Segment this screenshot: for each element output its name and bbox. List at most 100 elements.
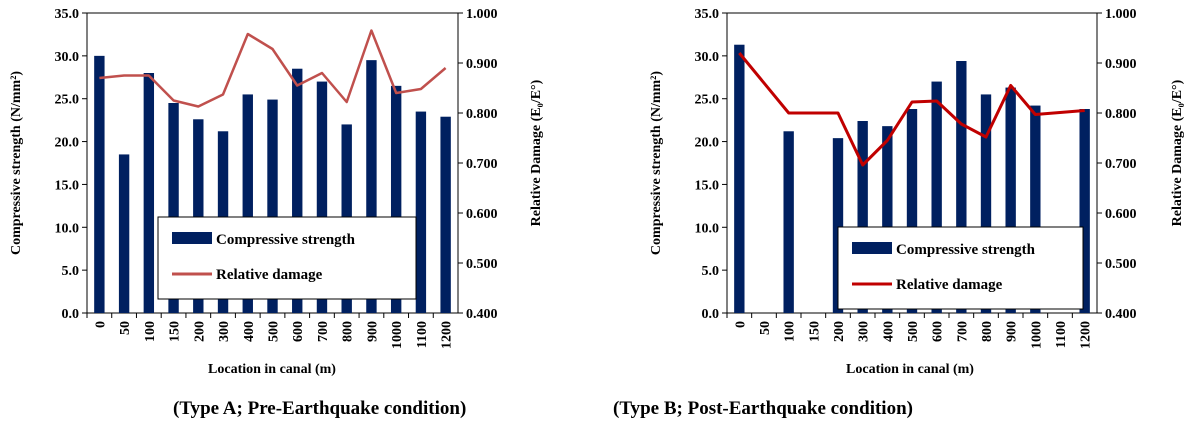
bar-compressive-strength [906, 109, 918, 313]
y2-axis-label: Relative Damage (E₀/E°) [529, 79, 544, 226]
y-tick-label: 0.0 [62, 307, 80, 322]
y2-tick-label: 0.400 [1105, 307, 1137, 322]
x-tick-label: 200 [832, 321, 847, 342]
x-tick-label: 400 [242, 321, 257, 342]
bar-compressive-strength [980, 94, 992, 313]
bar-compressive-strength [242, 94, 253, 313]
y2-tick-label: 0.500 [466, 257, 498, 272]
y2-tick-label: 0.600 [466, 207, 498, 222]
y2-tick-label: 0.700 [1105, 157, 1137, 172]
legend-label-relative-damage: Relative damage [896, 277, 1003, 293]
bar-compressive-strength [734, 44, 745, 313]
x-tick-label: 600 [291, 321, 306, 342]
bar-compressive-strength [956, 61, 967, 313]
x-tick-label: 1100 [1054, 321, 1069, 348]
x-tick-label: 1100 [415, 321, 430, 348]
y-tick-label: 20.0 [55, 136, 80, 151]
bar-compressive-strength [931, 81, 942, 313]
bar-compressive-strength [1030, 105, 1041, 313]
bar-compressive-strength [366, 60, 377, 314]
y2-tick-label: 1.000 [1105, 7, 1137, 22]
bar-compressive-strength [267, 99, 278, 313]
legend: Compressive strength Relative damage [157, 216, 417, 300]
y2-tick-label: 0.900 [1105, 57, 1137, 72]
x-tick-label: 50 [758, 321, 773, 335]
y-tick-label: 15.0 [55, 178, 80, 193]
x-tick-label: 0 [93, 321, 108, 328]
x-tick-label: 300 [217, 321, 232, 342]
y2-tick-label: 0.400 [466, 307, 498, 322]
bar-compressive-strength [193, 119, 204, 314]
bar-compressive-strength [143, 73, 155, 313]
bar-compressive-strength [292, 68, 303, 313]
y2-tick-label: 0.900 [466, 57, 498, 72]
x-axis-label: Location in canal (m) [208, 362, 336, 377]
y-tick-label: 10.0 [55, 221, 80, 236]
x-tick-label: 1000 [390, 321, 405, 349]
bar-compressive-strength [857, 121, 868, 313]
x-tick-label: 1200 [440, 321, 455, 349]
bar-compressive-strength [168, 103, 179, 313]
bar-compressive-strength [415, 111, 427, 313]
legend-swatch-bar [852, 242, 892, 254]
y-tick-label: 30.0 [55, 50, 80, 65]
x-tick-label: 200 [192, 321, 207, 342]
y-tick-label: 5.0 [62, 264, 80, 279]
x-tick-label: 500 [267, 321, 282, 342]
y-tick-label: 35.0 [55, 7, 80, 22]
x-tick-label: 600 [931, 321, 946, 342]
chart-caption: (Type B; Post-Earthquake condition) [613, 398, 913, 419]
y-tick-label: 30.0 [695, 50, 720, 65]
y-tick-label: 15.0 [695, 178, 720, 193]
legend-swatch-bar [172, 232, 212, 244]
legend-label-compressive-strength: Compressive strength [896, 242, 1036, 258]
chart-type-a: 0.0 5.0 10.0 15.0 20.0 25.0 30.0 35.0 0.400 0.500… [9, 7, 544, 419]
x-tick-label: 900 [365, 321, 380, 342]
bar-compressive-strength [832, 138, 844, 313]
bar-compressive-strength [1079, 109, 1090, 313]
legend-label-compressive-strength: Compressive strength [216, 232, 356, 248]
x-tick-label: 1000 [1029, 321, 1044, 349]
x-tick-label: 800 [341, 321, 356, 342]
x-tick-label: 800 [980, 321, 995, 342]
x-tick-label: 300 [857, 321, 872, 342]
y-tick-label: 0.0 [702, 307, 720, 322]
y2-axis-label: Relative Damage (E₀/E°) [1170, 79, 1185, 226]
y-tick-label: 35.0 [695, 7, 720, 22]
y2-tick-label: 0.600 [1105, 207, 1137, 222]
legend-box [837, 226, 1084, 310]
legend-box [157, 216, 417, 300]
bar-compressive-strength [882, 126, 893, 314]
x-tick-label: 500 [906, 321, 921, 342]
legend-label-relative-damage: Relative damage [216, 267, 323, 283]
x-tick-label: 900 [1005, 321, 1020, 342]
legend: Compressive strength Relative damage [837, 226, 1084, 310]
x-tick-label: 150 [168, 321, 183, 342]
y2-tick-label: 0.800 [466, 107, 498, 122]
bar-compressive-strength [390, 85, 402, 313]
line-relative-damage [99, 29, 447, 108]
chart-caption: (Type A; Pre-Earthquake condition) [173, 398, 466, 419]
x-tick-label: 0 [733, 321, 748, 328]
y-axis-label: Compressive strength (N/mm²) [9, 71, 24, 255]
line-relative-damage [738, 52, 1085, 167]
x-tick-label: 400 [881, 321, 896, 342]
x-tick-label: 150 [807, 321, 822, 342]
y-tick-label: 20.0 [695, 136, 720, 151]
y-tick-label: 10.0 [695, 221, 720, 236]
x-axis-label: Location in canal (m) [846, 362, 974, 377]
y-tick-label: 25.0 [55, 93, 80, 108]
y-tick-label: 5.0 [702, 264, 720, 279]
x-tick-label: 700 [955, 321, 970, 342]
y-axis-label: Compressive strength (N/mm²) [649, 71, 664, 255]
y2-tick-label: 1.000 [466, 7, 498, 22]
x-tick-label: 50 [118, 321, 133, 335]
chart-type-b: 0.0 5.0 10.0 15.0 20.0 25.0 30.0 35.0 0.400 0.500… [613, 7, 1185, 419]
y2-tick-label: 0.500 [1105, 257, 1137, 272]
x-tick-label: 700 [316, 321, 331, 342]
bar-compressive-strength [118, 154, 130, 313]
y2-tick-label: 0.800 [1105, 107, 1137, 122]
x-tick-label: 100 [783, 321, 798, 342]
y2-tick-label: 0.700 [466, 157, 498, 172]
